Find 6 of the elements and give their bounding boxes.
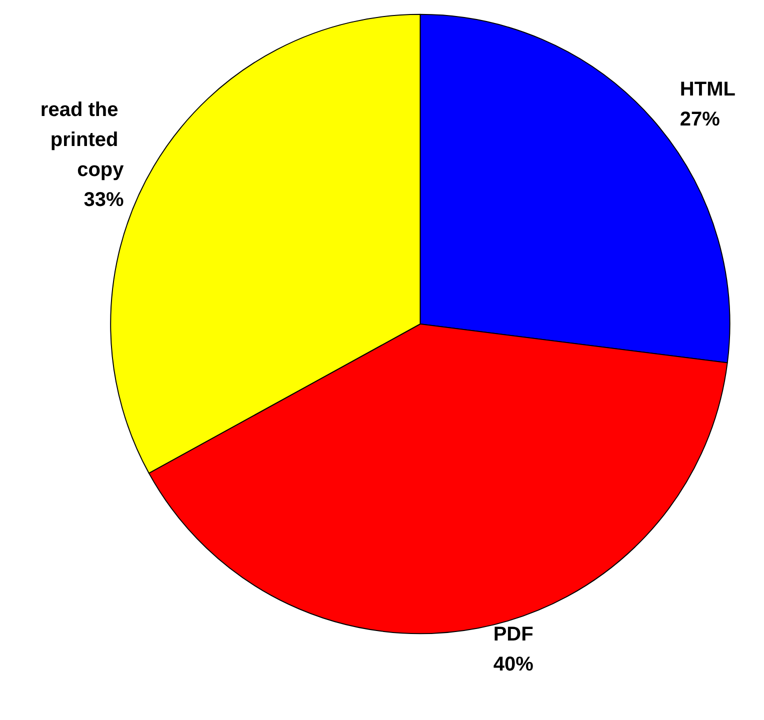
data-label: 27%: [680, 108, 720, 131]
slice-label: HTML: [680, 78, 736, 101]
data-label: 40%: [493, 654, 534, 676]
slice-label: read the printed copy: [40, 99, 125, 182]
slice-label: PDF: [493, 624, 534, 646]
data-label: 33%: [84, 189, 124, 212]
